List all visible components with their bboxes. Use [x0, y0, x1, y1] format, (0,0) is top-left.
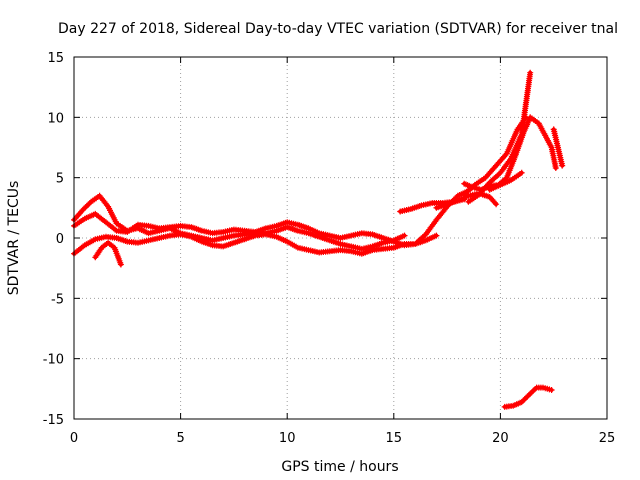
x-axis-title: GPS time / hours: [281, 459, 398, 475]
y-tick-label: 0: [56, 232, 64, 247]
series-markers: [501, 384, 555, 410]
series-arc-12: [501, 384, 555, 410]
gridlines: [74, 57, 607, 419]
y-axis-title: SDTVAR / TECUs: [6, 181, 22, 296]
series-markers: [433, 190, 500, 211]
y-tick-label: -5: [51, 292, 64, 307]
x-tick-label: 0: [70, 431, 78, 446]
series-arc-11: [550, 126, 566, 169]
series-arc-4: [92, 239, 124, 268]
series-arc-10: [486, 169, 525, 193]
ticks: 0 5 10 15 20 25 -15 -10 -5 0 5 10 15: [43, 51, 616, 446]
y-tick-label: -10: [43, 353, 64, 368]
x-tick-label: 10: [279, 431, 296, 446]
data-series: [71, 69, 566, 410]
x-tick-label: 5: [176, 431, 184, 446]
y-tick-label: 10: [47, 111, 64, 126]
x-tick-label: 15: [386, 431, 403, 446]
series-arc-9: [433, 190, 500, 211]
series-markers: [486, 169, 525, 193]
x-tick-label: 20: [492, 431, 509, 446]
series-markers: [92, 239, 124, 268]
series-markers: [550, 126, 566, 169]
chart-title: Day 227 of 2018, Sidereal Day-to-day VTE…: [58, 21, 618, 37]
x-tick-label: 25: [599, 431, 616, 446]
y-tick-label: 15: [47, 51, 64, 66]
y-tick-label: -15: [43, 413, 64, 428]
y-tick-label: 5: [56, 172, 64, 187]
series-arc-2: [71, 210, 408, 252]
